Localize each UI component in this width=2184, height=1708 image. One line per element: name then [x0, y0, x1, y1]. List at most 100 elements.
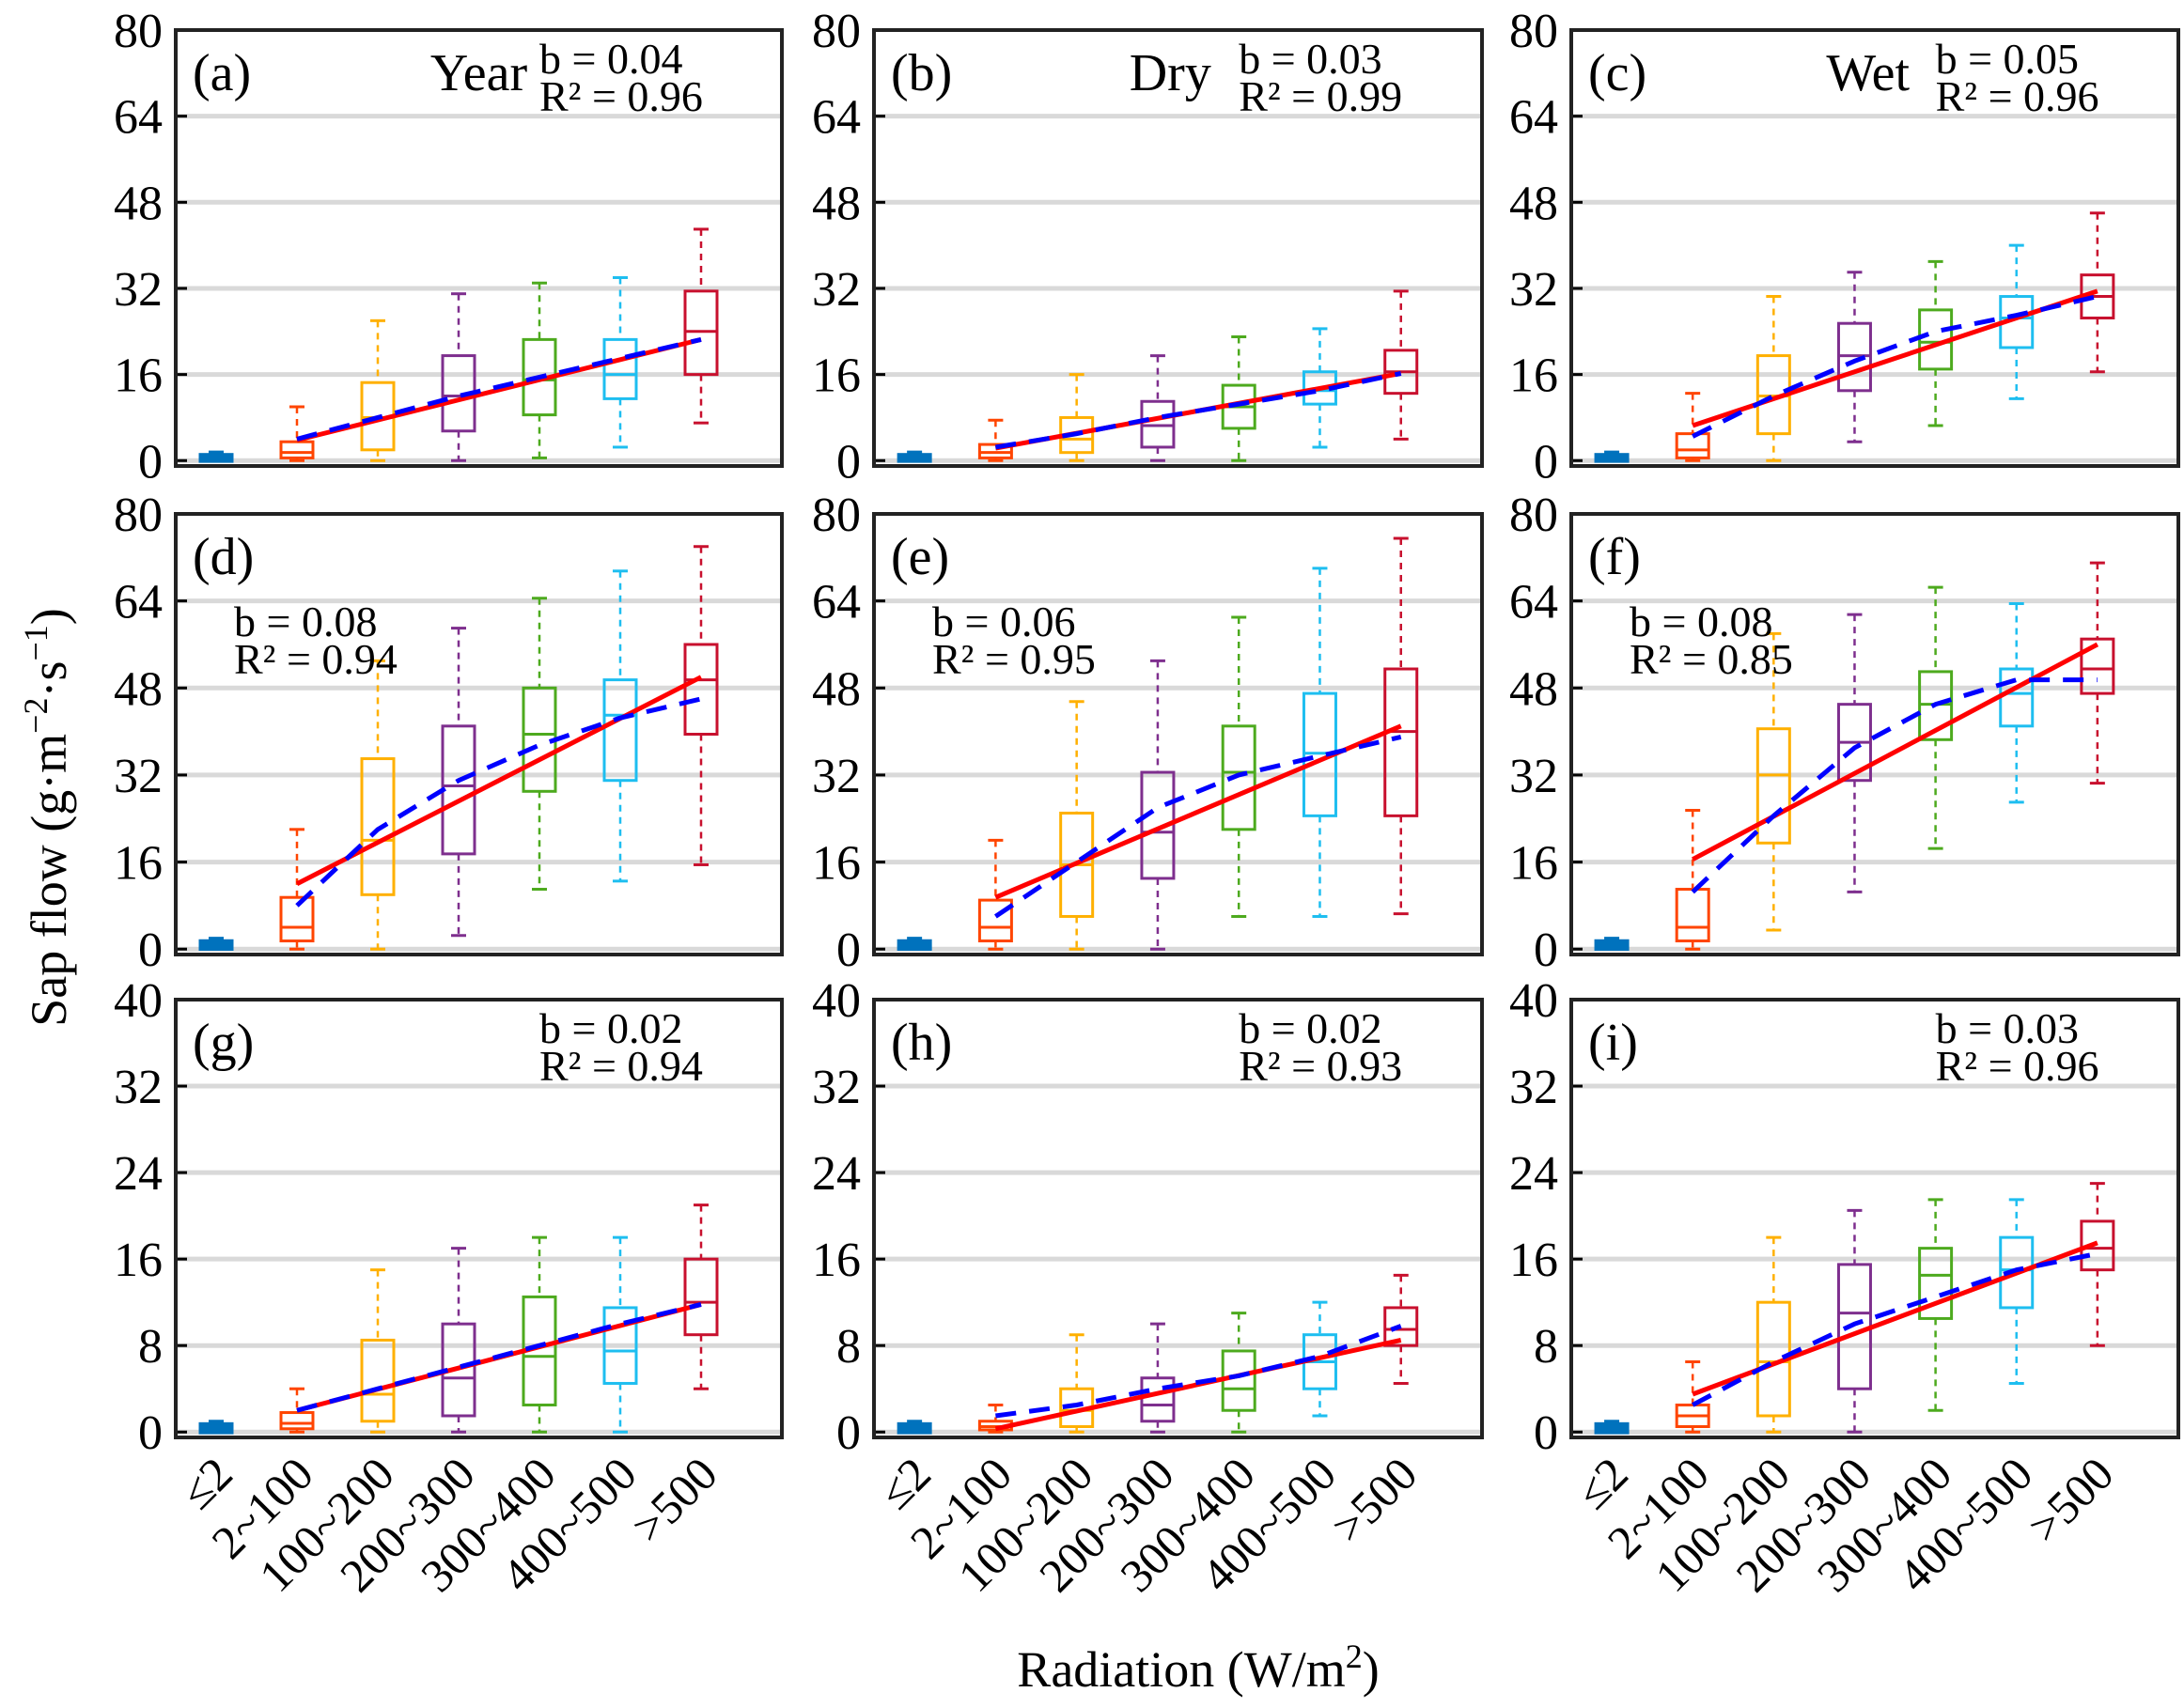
box-body [2080, 637, 2115, 695]
y-tick-label: 80 [1509, 5, 1558, 58]
box-f-5 [1918, 585, 1954, 850]
y-tick-label: 24 [1509, 1147, 1558, 1201]
box-body [360, 1338, 396, 1423]
plot-frame [1569, 512, 2180, 956]
box-body [897, 453, 932, 463]
box-d-7 [683, 545, 719, 866]
slope-label: b = 0.04 [539, 35, 682, 83]
panel-label: (d) [193, 528, 254, 586]
r2-label: R² = 0.96 [539, 72, 703, 120]
y-tick-label: 48 [1509, 662, 1558, 716]
r2-label: R² = 0.96 [1936, 72, 2099, 120]
y-tick-label: 24 [114, 1147, 163, 1201]
box-h-4 [1140, 1322, 1176, 1434]
box-body [1675, 888, 1710, 943]
box-g-2 [279, 1387, 315, 1434]
box-e-3 [1059, 700, 1095, 951]
box-a-1 [198, 450, 234, 463]
y-tick-label: 48 [1509, 177, 1558, 230]
y-tick-label: 80 [114, 5, 163, 58]
r2-label: R² = 0.95 [932, 635, 1096, 683]
box-body [1594, 453, 1630, 463]
trend-line [296, 1302, 702, 1413]
box-i-2 [1675, 1359, 1710, 1434]
box-i-5 [1918, 1198, 1954, 1412]
slope-label: b = 0.03 [1936, 1004, 2079, 1052]
y-tick-label: 32 [812, 750, 861, 803]
y-tick-label: 0 [836, 1406, 861, 1460]
box-c-2 [1675, 392, 1710, 462]
x-tick-label: >500 [1321, 1447, 1427, 1553]
panel-label: (f) [1588, 528, 1641, 586]
plot-frame [872, 28, 1484, 468]
box-b-4 [1140, 354, 1176, 462]
box-f-7 [2080, 561, 2115, 785]
panel-label: (b) [891, 44, 952, 102]
box-body [602, 337, 638, 400]
panel-label: (g) [193, 1014, 254, 1072]
box-a-6 [602, 276, 638, 449]
y-tick-label: 64 [812, 576, 861, 629]
y-tick-label: 16 [812, 349, 861, 403]
box-d-1 [198, 937, 234, 951]
y-tick-label: 0 [138, 924, 163, 977]
x-axis-label: Radiation (W/m2) [1017, 1638, 1379, 1698]
box-body [441, 724, 476, 856]
y-tick-label: 16 [1509, 349, 1558, 403]
box-f-1 [1594, 937, 1630, 951]
box-body [198, 1421, 234, 1435]
box-g-1 [198, 1420, 234, 1435]
y-tick-label: 16 [114, 837, 163, 891]
y-tick-label: 40 [114, 974, 163, 1028]
box-i-6 [1999, 1198, 2035, 1385]
box-body [279, 440, 315, 459]
box-body [1221, 724, 1256, 831]
plot-frame [1569, 998, 2180, 1439]
panel-label: (a) [193, 44, 251, 102]
y-tick-label: 48 [114, 177, 163, 230]
slope-label: b = 0.05 [1936, 35, 2079, 83]
x-tick-label: >500 [2018, 1447, 2124, 1553]
box-body [1918, 1247, 1954, 1320]
y-axis-label: Sap flow (g·m−2·s−1) [17, 608, 77, 1027]
y-tick-label: 0 [138, 435, 163, 489]
box-body [279, 895, 315, 943]
box-a-3 [360, 318, 396, 462]
box-c-1 [1594, 450, 1630, 463]
box-d-2 [279, 828, 315, 951]
y-tick-label: 48 [812, 177, 861, 230]
y-tick-label: 48 [114, 662, 163, 716]
panel-title: Wet [1826, 44, 1910, 102]
plot-frame [1569, 28, 2180, 468]
box-body [360, 757, 396, 896]
box-body [198, 939, 234, 951]
y-tick-label: 64 [812, 91, 861, 145]
panel-label: (e) [891, 528, 949, 586]
box-body [683, 643, 719, 736]
box-f-4 [1836, 613, 1872, 893]
y-tick-label: 40 [1509, 974, 1558, 1028]
box-i-7 [2080, 1182, 2115, 1347]
y-tick-label: 32 [1509, 750, 1558, 803]
plot-frame [174, 512, 784, 956]
trend-line [995, 1324, 1402, 1419]
y-tick-label: 0 [836, 435, 861, 489]
plot-frame [872, 998, 1484, 1439]
y-tick-label: 8 [836, 1320, 861, 1374]
box-body [198, 453, 234, 463]
panel-title: Year [430, 44, 528, 102]
box-i-1 [1594, 1420, 1630, 1435]
slope-label: b = 0.06 [932, 598, 1075, 645]
box-body [977, 898, 1013, 943]
box-body [279, 1411, 315, 1431]
y-tick-label: 0 [1534, 1406, 1558, 1460]
panel-title: Dry [1130, 44, 1211, 102]
box-body [1755, 727, 1791, 845]
